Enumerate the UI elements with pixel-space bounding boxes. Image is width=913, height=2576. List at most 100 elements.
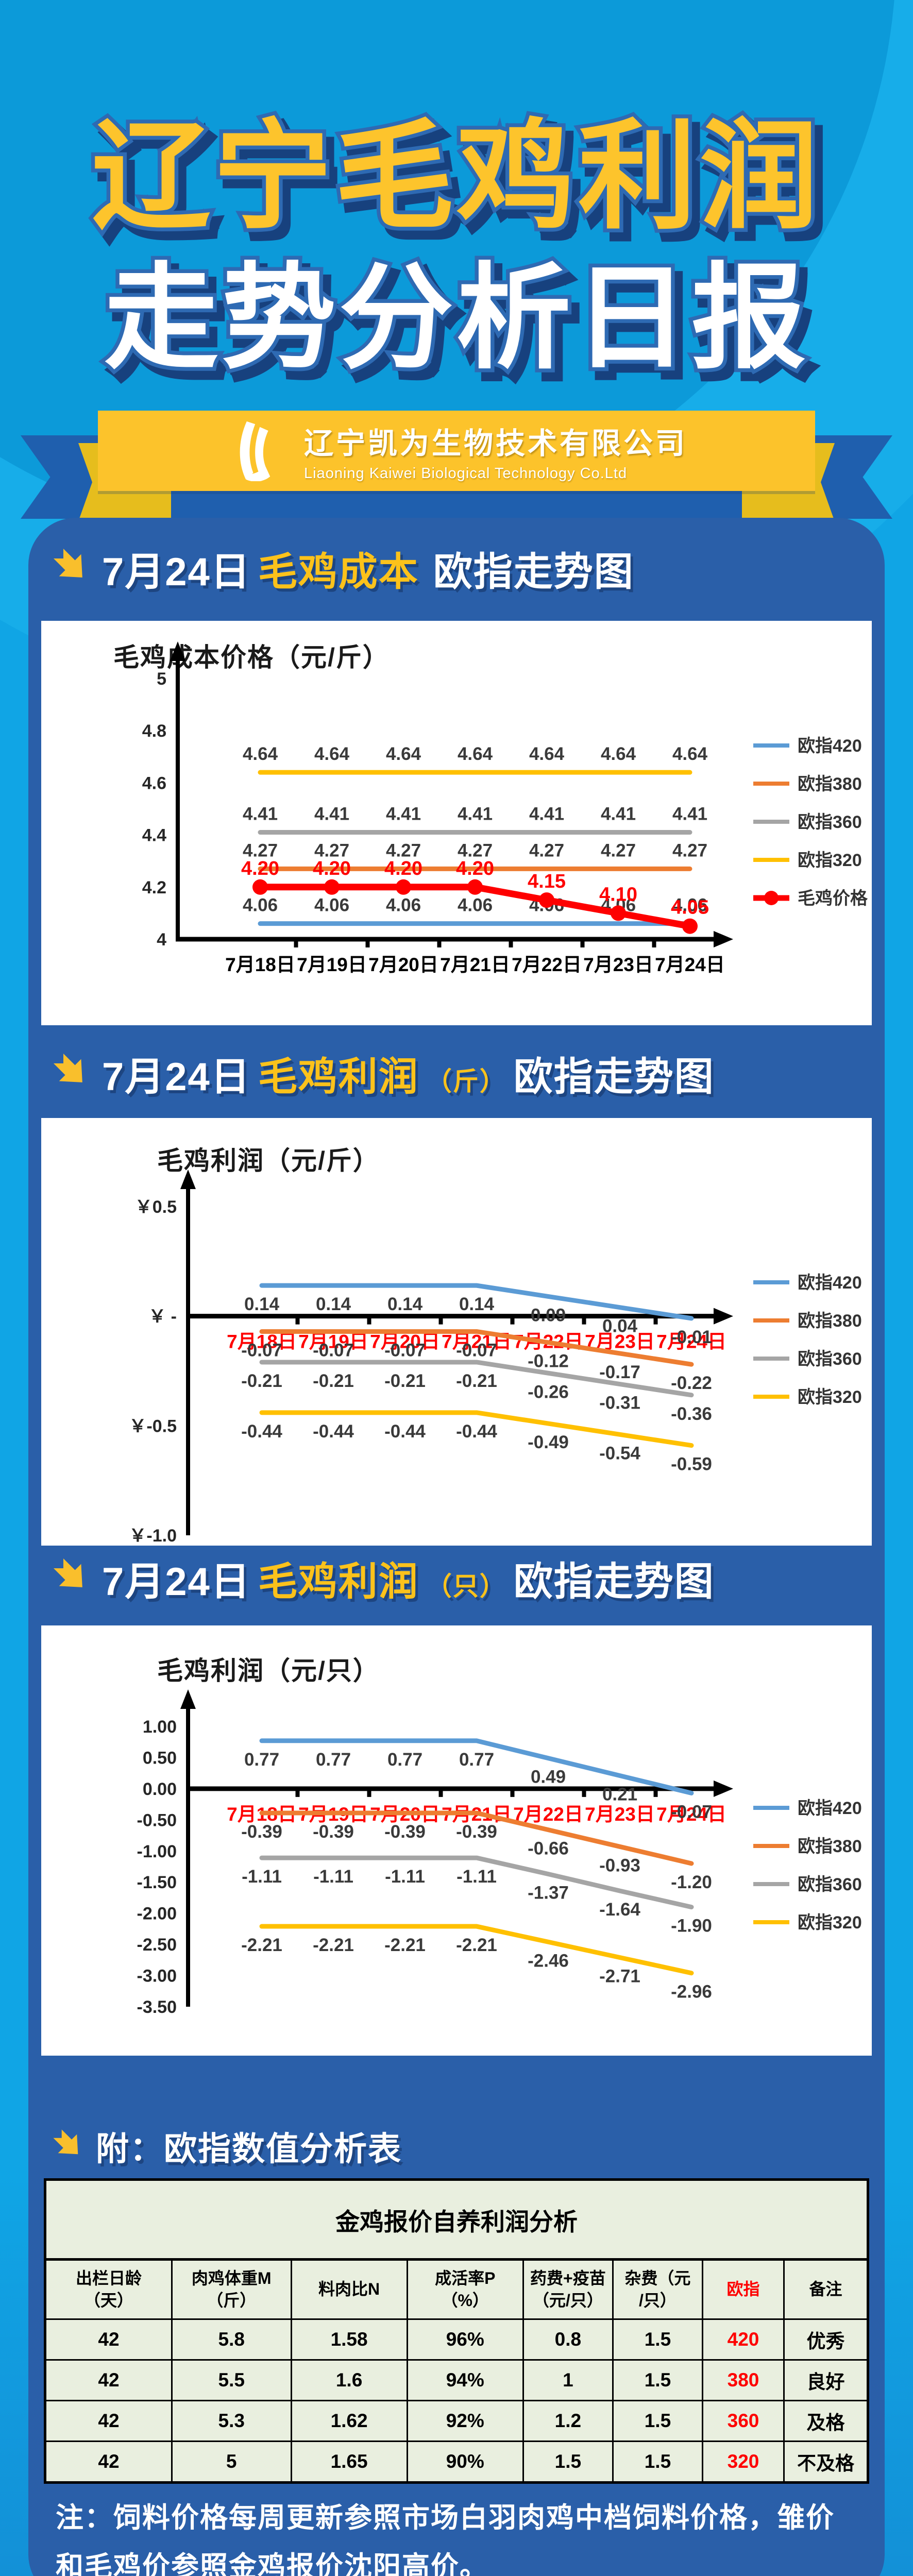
table-cell: 1.5 bbox=[612, 2318, 703, 2361]
table-cell: 1.62 bbox=[290, 2400, 408, 2442]
svg-text:欧指380: 欧指380 bbox=[798, 774, 862, 794]
title-line1: 辽宁毛鸡利润 bbox=[92, 110, 821, 243]
svg-text:0.49: 0.49 bbox=[531, 1767, 566, 1787]
svg-text:4.6: 4.6 bbox=[142, 773, 166, 793]
table-cell: 94% bbox=[406, 2359, 524, 2401]
svg-text:-2.46: -2.46 bbox=[528, 1951, 569, 1971]
svg-text:欧指420: 欧指420 bbox=[798, 1273, 862, 1293]
svg-text:-1.64: -1.64 bbox=[599, 1900, 640, 1920]
svg-text:4: 4 bbox=[157, 930, 166, 950]
svg-text:-0.44: -0.44 bbox=[456, 1421, 497, 1442]
svg-text:4.41: 4.41 bbox=[314, 804, 349, 824]
svg-text:4.27: 4.27 bbox=[529, 840, 564, 860]
svg-text:4.10: 4.10 bbox=[599, 884, 637, 905]
svg-text:-0.07: -0.07 bbox=[241, 1340, 282, 1360]
svg-text:0.50: 0.50 bbox=[143, 1748, 177, 1768]
arrow-icon bbox=[53, 548, 82, 578]
svg-text:毛鸡价格: 毛鸡价格 bbox=[798, 889, 868, 908]
svg-text:4.41: 4.41 bbox=[458, 804, 493, 824]
svg-text:4.06: 4.06 bbox=[672, 895, 707, 916]
table-cell: 1.5 bbox=[612, 2441, 703, 2483]
table-cell: 5.3 bbox=[171, 2400, 292, 2442]
svg-text:7月24日: 7月24日 bbox=[656, 1804, 726, 1825]
svg-text:￥ -: ￥ - bbox=[148, 1307, 177, 1327]
table-header-cell: 出栏日龄 （天） bbox=[44, 2259, 173, 2320]
svg-text:4.64: 4.64 bbox=[386, 744, 421, 764]
company-name-en: Liaoning Kaiwei Biological Technology Co… bbox=[304, 465, 628, 482]
svg-text:-1.00: -1.00 bbox=[137, 1842, 177, 1861]
svg-text:-2.50: -2.50 bbox=[137, 1935, 177, 1955]
svg-text:4.27: 4.27 bbox=[672, 840, 707, 860]
svg-text:4.64: 4.64 bbox=[458, 744, 493, 764]
svg-text:7月20日: 7月20日 bbox=[370, 1331, 440, 1352]
svg-text:-1.20: -1.20 bbox=[671, 1872, 712, 1892]
page-title: 辽宁毛鸡利润 辽宁毛鸡利润 走势分析日报 走势分析日报 bbox=[88, 107, 830, 396]
svg-text:7月22日: 7月22日 bbox=[512, 954, 582, 975]
svg-text:-2.21: -2.21 bbox=[241, 1935, 282, 1955]
svg-text:7月19日: 7月19日 bbox=[298, 1331, 368, 1352]
svg-text:欧指360: 欧指360 bbox=[798, 1349, 862, 1369]
svg-text:￥0.5: ￥0.5 bbox=[135, 1197, 177, 1217]
arrow-icon bbox=[53, 2129, 78, 2155]
table-header-cell: 备注 bbox=[783, 2259, 869, 2320]
svg-text:-0.36: -0.36 bbox=[671, 1404, 712, 1424]
table-cell: 42 bbox=[44, 2318, 173, 2361]
table-cell: 380 bbox=[701, 2359, 785, 2401]
svg-text:-0.22: -0.22 bbox=[671, 1373, 712, 1393]
svg-text:4.64: 4.64 bbox=[601, 744, 636, 764]
table-cell: 1.58 bbox=[290, 2318, 408, 2361]
svg-text:-0.12: -0.12 bbox=[528, 1351, 569, 1371]
section-heading-cost: 7月24日 毛鸡成本 欧指走势图 bbox=[52, 540, 634, 597]
svg-text:4.15: 4.15 bbox=[528, 871, 566, 892]
svg-text:4.20: 4.20 bbox=[241, 858, 279, 879]
heading-date: 7月24日 bbox=[102, 550, 251, 594]
svg-text:-0.50: -0.50 bbox=[137, 1810, 177, 1830]
svg-text:-0.31: -0.31 bbox=[599, 1393, 640, 1413]
svg-text:7月23日: 7月23日 bbox=[583, 954, 653, 975]
svg-text:4.41: 4.41 bbox=[243, 804, 278, 824]
table-row: 42 5.5 1.6 94% 1 1.5 380 良好 bbox=[44, 2359, 869, 2401]
svg-text:走势分析日报: 走势分析日报 bbox=[111, 263, 816, 391]
svg-text:-2.71: -2.71 bbox=[599, 1966, 640, 1986]
svg-text:欧指320: 欧指320 bbox=[798, 851, 862, 870]
svg-text:4.27: 4.27 bbox=[458, 840, 493, 860]
table-cell: 5.5 bbox=[171, 2359, 292, 2401]
profit-per-bird-chart-card: 毛鸡利润（元/只） 1.00 0.50 0.00 -0.50 -1.00 -1.50 -2.0… bbox=[41, 1625, 872, 2056]
svg-text:毛鸡利润（元/斤）: 毛鸡利润（元/斤） bbox=[157, 1146, 380, 1175]
svg-text:0.77: 0.77 bbox=[459, 1750, 494, 1770]
svg-text:-0.54: -0.54 bbox=[599, 1443, 640, 1463]
svg-text:-0.21: -0.21 bbox=[313, 1371, 354, 1391]
cost-chart-card: 毛鸡成本价格（元/斤） 5 4.8 4.6 4.4 4.2 4 7月18日 7月19日 7月20日… bbox=[41, 621, 872, 1025]
svg-text:-0.66: -0.66 bbox=[528, 1839, 569, 1859]
svg-text:4.4: 4.4 bbox=[142, 826, 166, 845]
svg-text:4.64: 4.64 bbox=[529, 744, 565, 764]
svg-text:7月18日: 7月18日 bbox=[225, 954, 295, 975]
svg-text:7月21日: 7月21日 bbox=[440, 954, 510, 975]
svg-text:4.64: 4.64 bbox=[243, 744, 278, 764]
svg-text:4.41: 4.41 bbox=[601, 804, 636, 824]
svg-text:4.20: 4.20 bbox=[456, 858, 494, 879]
table-cell: 42 bbox=[44, 2441, 173, 2483]
svg-text:-2.96: -2.96 bbox=[671, 1982, 712, 2002]
svg-text:7月22日: 7月22日 bbox=[513, 1804, 583, 1825]
svg-text:-0.39: -0.39 bbox=[241, 1822, 282, 1842]
table-row: 42 5.8 1.58 96% 0.8 1.5 420 优秀 bbox=[44, 2318, 869, 2361]
heading-topic: 毛鸡成本 bbox=[258, 550, 419, 594]
svg-text:4.27: 4.27 bbox=[386, 840, 421, 860]
svg-text:0.14: 0.14 bbox=[316, 1294, 351, 1314]
svg-text:-0.21: -0.21 bbox=[456, 1371, 497, 1391]
table-cell: 不及格 bbox=[783, 2441, 869, 2483]
note-text: 注：饲料价格每周更新参照市场白羽肉鸡中档饲料价格，雏价和毛鸡价参照金鸡报价沈阳高… bbox=[56, 2502, 835, 2576]
svg-text:4.06: 4.06 bbox=[314, 895, 349, 916]
svg-text:-0.59: -0.59 bbox=[671, 1454, 712, 1475]
cost-trend-chart: 毛鸡成本价格（元/斤）5 4.8 4.6 4.4 4.2 4 7月18日 7月19日 7月20日… bbox=[113, 641, 868, 975]
svg-text:5: 5 bbox=[157, 669, 166, 689]
table-heading: 附：欧指数值分析表 bbox=[96, 2130, 402, 2167]
svg-text:0.14: 0.14 bbox=[244, 1294, 280, 1314]
table-header-cell: 料肉比N bbox=[290, 2259, 408, 2320]
title-line2: 走势分析日报 bbox=[104, 255, 809, 382]
svg-text:-2.21: -2.21 bbox=[384, 1935, 426, 1955]
svg-text:欧指320: 欧指320 bbox=[798, 1387, 862, 1407]
svg-text:7月23日: 7月23日 bbox=[585, 1804, 655, 1825]
